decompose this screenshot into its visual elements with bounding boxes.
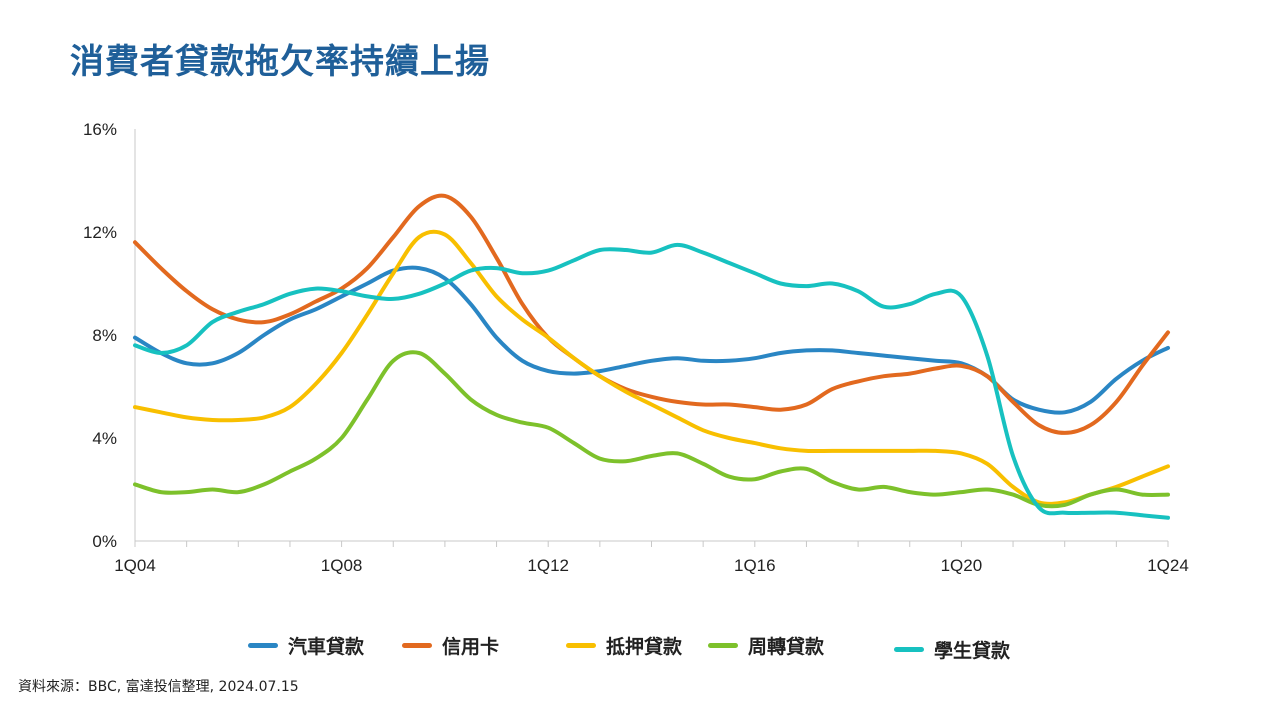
series-line-mortgage: [133, 229, 1170, 506]
legend-label-credit: 信用卡: [442, 636, 500, 658]
y-tick-label: 8%: [92, 326, 117, 345]
x-tick-label: 1Q08: [321, 556, 363, 575]
x-tick-label: 1Q16: [734, 556, 776, 575]
legend-swatch-student: [894, 647, 924, 652]
series-line-heloc: [133, 350, 1170, 509]
legend-swatch-mortgage: [566, 643, 596, 648]
legend-item-auto: 汽車貸款: [248, 632, 364, 659]
axes: 0% 4% 8% 12% 16% 1Q04 1Q08 1Q12 1Q16 1Q20 1Q24: [83, 120, 1189, 575]
chart-title: 消費者貸款拖欠率持續上揚: [70, 42, 490, 82]
legend-item-student: 學生貸款: [894, 636, 1010, 663]
legend-item-mortgage: 抵押貸款: [566, 632, 682, 659]
legend-label-mortgage: 抵押貸款: [606, 636, 683, 658]
y-tick-label: 4%: [92, 429, 117, 448]
legend-swatch-auto: [248, 643, 278, 648]
y-tick-label: 0%: [92, 532, 117, 551]
legend-swatch-credit: [402, 643, 432, 648]
legend-label-heloc: 周轉貸款: [748, 636, 825, 658]
legend-label-auto: 汽車貸款: [288, 636, 365, 658]
series-line-student: [133, 242, 1170, 520]
legend: 汽車貸款 信用卡 抵押貸款 周轉貸款 學生貸款: [0, 628, 1280, 662]
y-tick-label: 12%: [83, 223, 117, 242]
y-tick-label: 16%: [83, 120, 117, 139]
legend-swatch-heloc: [708, 643, 738, 648]
x-tick-label: 1Q24: [1147, 556, 1189, 575]
x-tick-label: 1Q12: [527, 556, 569, 575]
source-note: 資料來源：BBC, 富達投信整理, 2024.07.15: [18, 679, 299, 695]
legend-label-student: 學生貸款: [934, 640, 1011, 662]
series-lines: [133, 193, 1170, 520]
legend-item-heloc: 周轉貸款: [708, 632, 824, 659]
x-tick-label: 1Q04: [114, 556, 156, 575]
series-line-auto: [133, 265, 1170, 415]
x-tick-label: 1Q20: [941, 556, 983, 575]
legend-item-credit: 信用卡: [402, 632, 499, 659]
